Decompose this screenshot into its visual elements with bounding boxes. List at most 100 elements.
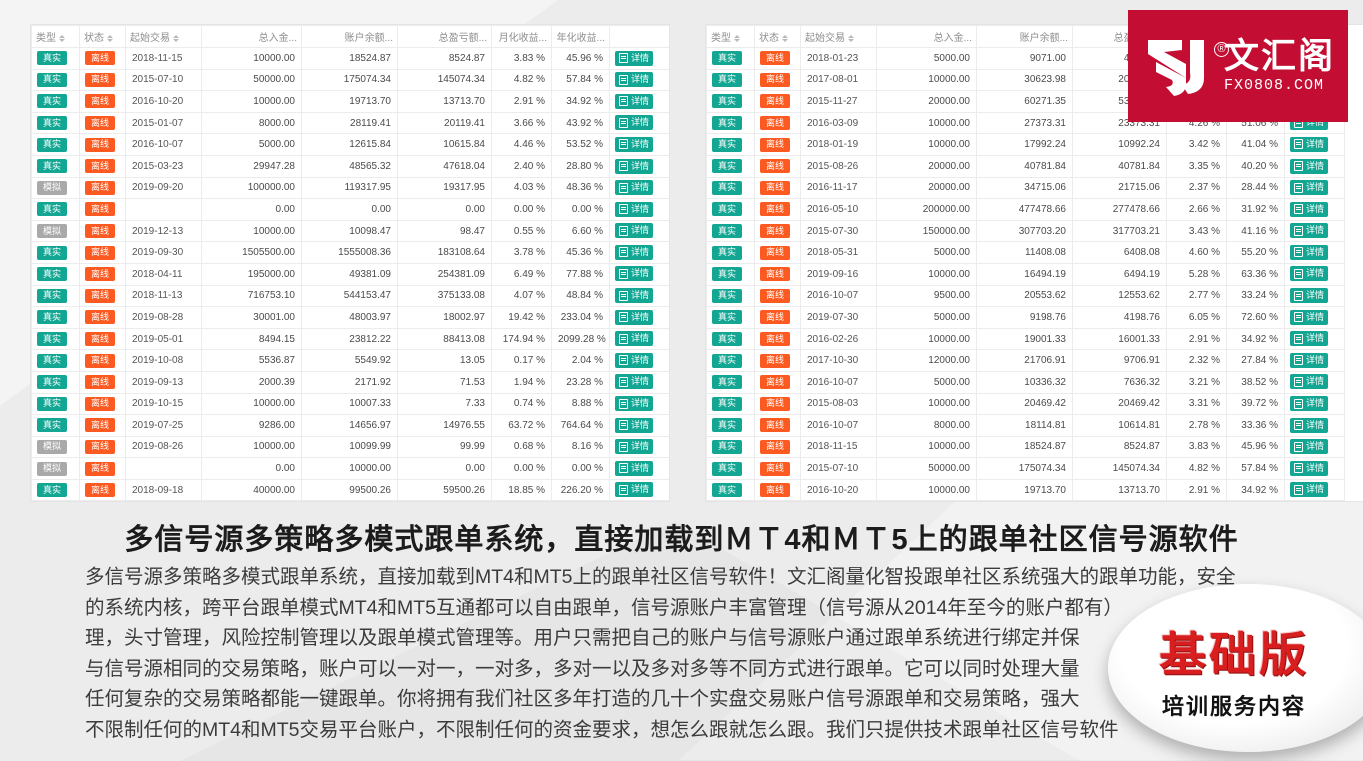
account-type-cell: 真实 [31, 198, 80, 221]
value-cell: 2000.39 [201, 370, 302, 394]
detail-button[interactable]: 详情 [1290, 180, 1329, 196]
column-header-0[interactable]: 类型 [706, 25, 755, 48]
value-cell: 5000.00 [876, 370, 977, 394]
account-status-cell: 离线 [754, 370, 801, 394]
detail-button[interactable]: 详情 [615, 460, 654, 476]
detail-button[interactable]: 详情 [1290, 223, 1329, 239]
detail-button[interactable]: 详情 [615, 439, 654, 455]
value-cell: 23812.22 [301, 327, 398, 351]
column-header-2[interactable]: 起始交易 [125, 25, 202, 48]
detail-button[interactable]: 详情 [615, 288, 654, 304]
detail-button-label: 详情 [1306, 441, 1325, 452]
detail-button[interactable]: 详情 [1290, 352, 1329, 368]
type-badge: 真实 [712, 245, 742, 260]
detail-button-label: 详情 [631, 354, 650, 365]
status-badge: 离线 [760, 94, 790, 109]
sort-icon[interactable] [173, 34, 179, 42]
detail-button[interactable]: 详情 [615, 50, 654, 66]
detail-button[interactable]: 详情 [615, 201, 654, 217]
detail-cell: 详情 [609, 47, 669, 70]
detail-button[interactable]: 详情 [615, 72, 654, 88]
sort-icon[interactable] [782, 34, 788, 42]
detail-button[interactable]: 详情 [1290, 266, 1329, 282]
detail-button[interactable]: 详情 [1290, 396, 1329, 412]
account-status-cell: 离线 [79, 392, 126, 416]
value-cell: 19317.95 [397, 176, 492, 200]
start-date-cell: 2016-10-07 [800, 414, 877, 437]
start-date-cell: 2017-10-30 [800, 349, 877, 372]
detail-button[interactable]: 详情 [1290, 439, 1329, 455]
detail-button[interactable]: 详情 [1290, 374, 1329, 390]
detail-button[interactable]: 详情 [615, 396, 654, 412]
detail-button[interactable]: 详情 [615, 374, 654, 390]
value-cell: 226.20 % [551, 478, 610, 502]
value-cell: 2.32 % [1166, 349, 1227, 372]
value-cell: 5000.00 [876, 47, 977, 70]
document-icon [619, 376, 628, 387]
account-type-cell: 真实 [31, 327, 80, 351]
status-badge: 离线 [760, 418, 790, 433]
column-header-2[interactable]: 起始交易 [800, 25, 877, 48]
paragraph-line: 的系统内核，跨平台跟单模式MT4和MT5互通都可以自由跟单，信号源账户丰富管理（… [85, 596, 1123, 619]
value-cell: 6.49 % [491, 262, 552, 286]
detail-button[interactable]: 详情 [1290, 417, 1329, 433]
value-cell: 3.66 % [491, 111, 552, 135]
detail-button[interactable]: 详情 [615, 244, 654, 260]
table-row: 真实 离线 2017-10-30 12000.00 21706.91 9706.91 2.3… [706, 349, 1345, 372]
edition-title: 基础版 [1159, 627, 1309, 681]
column-header-label: 总入金... [933, 33, 972, 44]
detail-button[interactable]: 详情 [615, 93, 654, 109]
type-badge: 真实 [37, 288, 67, 303]
account-status-cell: 离线 [754, 133, 801, 156]
detail-cell: 详情 [609, 90, 669, 113]
column-header-1[interactable]: 状态 [79, 25, 126, 48]
detail-button[interactable]: 详情 [615, 331, 654, 347]
value-cell: 200000.00 [876, 198, 977, 221]
detail-button[interactable]: 详情 [1290, 460, 1329, 476]
value-cell: 7.33 [397, 392, 492, 416]
column-header-8 [609, 25, 669, 48]
start-date-cell: 2015-11-27 [800, 90, 877, 113]
detail-button[interactable]: 详情 [615, 158, 654, 174]
detail-button[interactable]: 详情 [615, 136, 654, 152]
detail-button[interactable]: 详情 [615, 417, 654, 433]
document-icon [1294, 139, 1303, 150]
column-header-1[interactable]: 状态 [754, 25, 801, 48]
value-cell: 0.00 % [551, 457, 610, 480]
detail-button[interactable]: 详情 [1290, 158, 1329, 174]
detail-button[interactable]: 详情 [1290, 201, 1329, 217]
detail-button[interactable]: 详情 [615, 180, 654, 196]
detail-button[interactable]: 详情 [615, 223, 654, 239]
start-date-cell: 2019-09-20 [125, 176, 202, 200]
status-badge: 离线 [85, 396, 115, 411]
detail-button[interactable]: 详情 [615, 352, 654, 368]
detail-button[interactable]: 详情 [615, 266, 654, 282]
detail-button[interactable]: 详情 [1290, 482, 1329, 498]
sort-icon[interactable] [59, 34, 65, 42]
sort-icon[interactable] [848, 34, 854, 42]
value-cell: 88413.08 [397, 327, 492, 351]
column-header-0[interactable]: 类型 [31, 25, 80, 48]
account-type-cell: 真实 [706, 154, 755, 178]
account-type-cell: 真实 [31, 68, 80, 92]
value-cell: 11408.08 [976, 241, 1073, 264]
detail-button[interactable]: 详情 [1290, 309, 1329, 325]
account-type-cell: 真实 [706, 306, 755, 329]
detail-button[interactable]: 详情 [615, 309, 654, 325]
detail-button[interactable]: 详情 [1290, 288, 1329, 304]
detail-button[interactable]: 详情 [1290, 244, 1329, 260]
status-badge: 离线 [760, 267, 790, 282]
status-badge: 离线 [760, 288, 790, 303]
value-cell: 0.00 [201, 198, 302, 221]
value-cell: 17992.24 [976, 133, 1073, 156]
detail-button[interactable]: 详情 [615, 482, 654, 498]
value-cell: 19713.70 [976, 478, 1073, 502]
detail-button[interactable]: 详情 [1290, 136, 1329, 152]
sort-icon[interactable] [107, 34, 113, 42]
detail-button[interactable]: 详情 [1290, 331, 1329, 347]
table-row: 真实 离线 2019-10-08 5536.87 5549.92 13.05 0.17 % 2… [31, 349, 669, 372]
detail-cell: 详情 [609, 68, 669, 92]
value-cell: 20000.00 [876, 154, 977, 178]
detail-button[interactable]: 详情 [615, 115, 654, 131]
sort-icon[interactable] [734, 34, 740, 42]
